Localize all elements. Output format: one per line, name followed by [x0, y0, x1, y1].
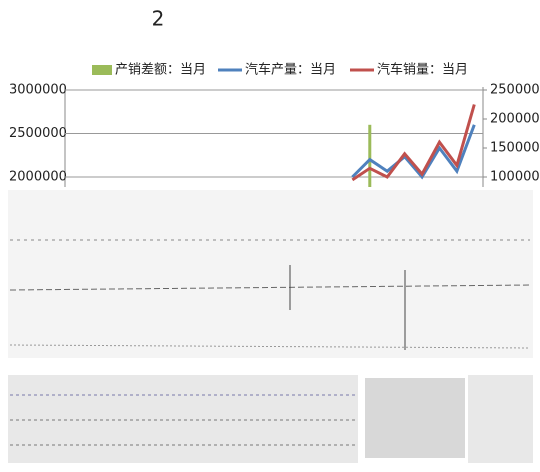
legend-swatch — [92, 65, 112, 75]
y-tick-label: 3000000 — [9, 83, 67, 98]
y2-tick-label: 150000 — [490, 141, 540, 156]
legend-label: 汽车销量：当月 — [377, 62, 468, 78]
chart-title: 2 — [152, 7, 165, 31]
y-tick-label: 2000000 — [9, 170, 67, 185]
legend-label: 汽车产量：当月 — [245, 62, 336, 78]
bar — [368, 124, 372, 187]
y2-tick-label: 100000 — [490, 170, 540, 185]
plot — [351, 104, 476, 187]
legend-label: 产销差额：当月 — [115, 63, 206, 78]
y2-tick-label: 250000 — [490, 83, 540, 98]
line — [351, 104, 476, 182]
line — [351, 124, 476, 180]
y2-tick-label: 200000 — [490, 112, 540, 127]
garbled-region — [8, 190, 533, 463]
y-tick-label: 2500000 — [9, 126, 67, 141]
